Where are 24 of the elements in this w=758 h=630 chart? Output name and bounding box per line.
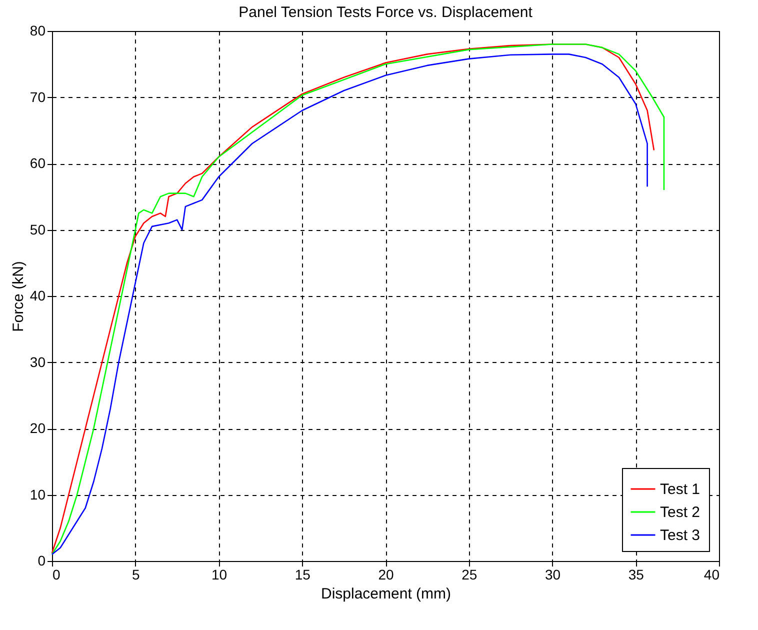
- x-tick-label: 35: [628, 566, 644, 582]
- x-tick-label: 25: [462, 566, 478, 582]
- legend-label: Test 1: [660, 481, 700, 498]
- x-tick-label: 30: [544, 566, 561, 582]
- y-tick-label: 80: [30, 22, 46, 38]
- x-axis-title: Displacement (mm): [320, 586, 452, 602]
- x-tick-label: 5: [132, 566, 140, 582]
- y-tick-label: 0: [38, 552, 46, 568]
- y-tick-label: 40: [30, 288, 46, 304]
- y-axis-title: Force (kN): [10, 261, 27, 332]
- chart-title: Panel Tension Tests Force vs. Displacement: [238, 4, 534, 21]
- y-tick-label: 50: [30, 221, 46, 238]
- x-tick-label: 20: [378, 566, 394, 582]
- y-tick-label: 70: [30, 88, 46, 105]
- legend-label: Test 2: [660, 504, 700, 521]
- x-tick-label: 15: [294, 566, 311, 582]
- x-tick-label: 40: [704, 566, 720, 582]
- y-tick-label: 30: [30, 354, 46, 370]
- x-tick-label: 10: [211, 566, 228, 582]
- y-tick-label: 10: [30, 486, 46, 502]
- legend-label: Test 3: [660, 527, 700, 544]
- y-tick-label: 20: [30, 420, 46, 436]
- x-tick-label: 0: [52, 566, 60, 582]
- y-tick-label: 60: [30, 155, 46, 171]
